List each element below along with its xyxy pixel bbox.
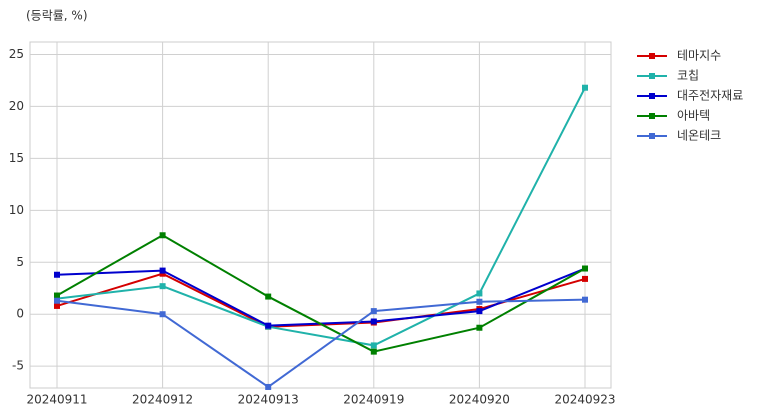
series-line <box>56 87 586 347</box>
legend-marker <box>649 53 655 59</box>
point-marker <box>159 311 166 318</box>
series-line <box>56 267 586 327</box>
point-marker <box>159 232 166 239</box>
y-tick-label: 0 <box>16 307 24 321</box>
legend-label: 코칩 <box>677 69 699 83</box>
point-marker <box>54 302 60 309</box>
point-marker <box>370 348 377 355</box>
y-tick-label: 25 <box>9 47 24 61</box>
point-marker <box>476 308 483 315</box>
point-marker <box>370 318 377 325</box>
x-tick-label: 20240923 <box>554 393 615 407</box>
series-line <box>56 298 586 389</box>
point-marker <box>265 322 272 329</box>
y-tick-label: 15 <box>9 151 24 165</box>
legend-label: 테마지수 <box>677 49 721 63</box>
y-tick-label: 10 <box>9 203 24 217</box>
series-line <box>56 234 586 353</box>
x-tick-label: 20240920 <box>449 393 510 407</box>
point-marker <box>582 275 588 282</box>
point-marker <box>159 283 166 290</box>
point-marker <box>582 265 588 272</box>
point-marker <box>54 292 60 299</box>
y-tick-label: 5 <box>16 255 24 269</box>
point-marker <box>265 383 272 390</box>
point-marker <box>54 297 60 304</box>
legend-label: 아바텍 <box>677 109 710 123</box>
y-axis-label: (등락률, %) <box>26 9 88 23</box>
legend-marker <box>649 93 655 99</box>
y-tick-label: 20 <box>9 99 24 113</box>
point-marker <box>159 270 166 277</box>
x-tick-label: 20240911 <box>26 393 87 407</box>
point-marker <box>476 290 483 297</box>
point-marker <box>582 296 588 303</box>
point-marker <box>370 308 377 315</box>
point-marker <box>476 298 483 305</box>
x-tick-label: 20240912 <box>132 393 193 407</box>
point-marker <box>370 342 377 349</box>
legend-marker <box>649 73 655 79</box>
plot-frame <box>29 41 612 389</box>
legend-marker <box>649 133 655 139</box>
point-marker <box>54 271 60 278</box>
point-marker <box>265 293 272 300</box>
y-tick-label: -5 <box>12 359 24 373</box>
legend-marker <box>649 113 655 119</box>
x-tick-label: 20240919 <box>343 393 404 407</box>
legend-label: 네온테크 <box>677 129 721 143</box>
point-marker <box>582 84 588 91</box>
x-tick-label: 20240913 <box>238 393 299 407</box>
point-marker <box>159 267 166 274</box>
legend-label: 대주전자재료 <box>677 89 743 103</box>
point-marker <box>476 324 483 331</box>
